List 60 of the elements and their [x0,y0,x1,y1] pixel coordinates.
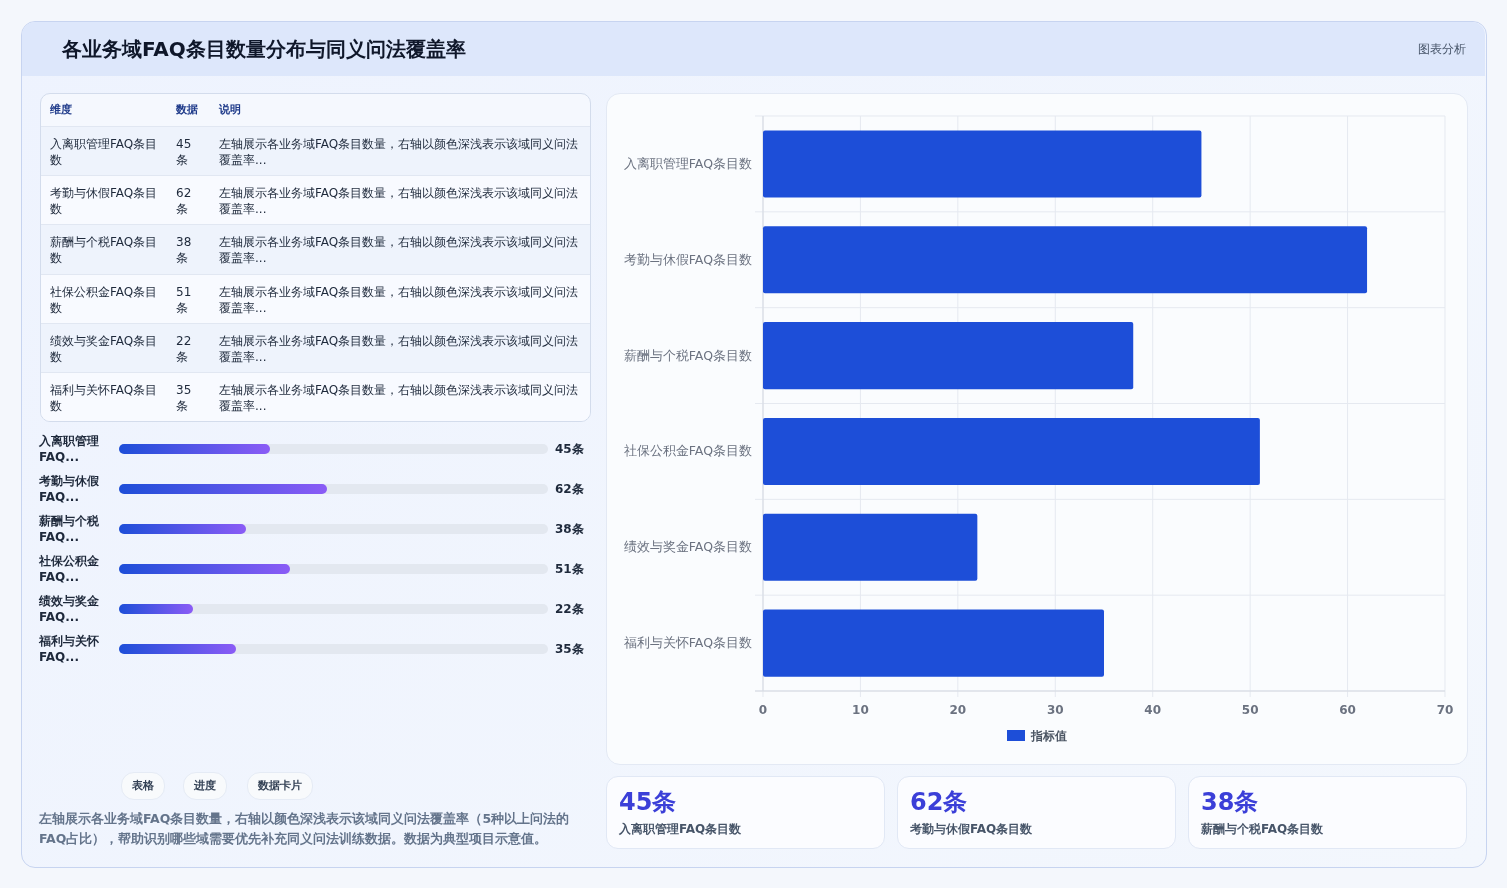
data-label: 22条 [555,601,584,618]
data-label: 51条 [176,283,193,316]
x-tick-label: 0 [758,703,768,717]
bar [763,226,1368,294]
data-label: 38条 [176,234,193,267]
category-label: 考勤与休假FAQ条目数 [910,821,1033,838]
bar [763,130,1202,198]
data-label: 62条 [555,481,584,498]
data-label: 35条 [555,641,584,658]
y-tick-label: 社保公积金FAQ... [39,553,100,585]
y-tick-label: 福利与关怀FAQ... [39,633,100,665]
bar [119,604,193,614]
text: 左轴展示各业务域FAQ条目数量，右轴以颜色深浅表示该域同义问法覆盖率... [219,381,580,414]
data-label: 62条 [910,787,968,818]
x-tick-label: 40 [1144,703,1162,717]
text: 进度 [183,772,227,800]
legend-label: 指标值 [1030,729,1067,743]
text: 数据卡片 [247,772,313,800]
text: 说明 [219,102,241,118]
x-tick-label: 30 [1046,703,1064,717]
text: 左轴展示各业务域FAQ条目数量，右轴以颜色深浅表示该域同义问法覆盖率... [219,283,580,316]
y-tick-label: 入离职管理FAQ条目数 [623,155,752,171]
x-tick-label: 70 [1436,703,1454,717]
text: 维度 [50,102,72,118]
category-label: 薪酬与个税FAQ条目数 [1201,821,1324,838]
data-label: 62条 [176,185,193,218]
text: 表格 [121,772,165,800]
bar [763,609,1104,677]
x-tick-label: 60 [1339,703,1356,717]
text: 左轴展示各业务域FAQ条目数量，右轴以颜色深浅表示该域同义问法覆盖率... [219,185,580,218]
bar [763,322,1134,390]
data-label: 45条 [176,136,193,168]
bar [763,417,1260,485]
x-tick-label: 10 [852,703,869,717]
x-tick-label: 50 [1241,703,1259,717]
data-label: 45条 [619,787,677,818]
text: 图表分析 [1418,41,1466,58]
data-label: 38条 [1201,787,1259,818]
y-tick-label: 绩效与奖金FAQ... [39,593,100,625]
y-tick-label: 考勤与休假FAQ... [39,473,100,505]
bar [763,513,978,581]
data-label: 51条 [555,561,584,578]
y-tick-label: 薪酬与个税FAQ条目数 [623,347,752,363]
data-label: 45条 [555,441,584,458]
text: 各业务域FAQ条目数量分布与同义问法覆盖率 [62,36,466,63]
text: 左轴展示各业务域FAQ条目数量，右轴以颜色深浅表示该域同义问法覆盖率（5种以上问法的FAQ占比），帮助识别哪些域需要优先补充同义问法训练数据。数据为典型项目示意值。 [39,810,571,848]
y-tick-label: 薪酬与个税FAQ... [39,513,100,545]
y-tick-label: 社保公积金FAQ条目数 [623,443,752,459]
x-tick-label: 20 [949,703,967,717]
text: 左轴展示各业务域FAQ条目数量，右轴以颜色深浅表示该域同义问法覆盖率... [219,136,580,168]
data-label: 38条 [555,521,584,538]
text: 左轴展示各业务域FAQ条目数量，右轴以颜色深浅表示该域同义问法覆盖率... [219,234,580,267]
data-label: 22条 [176,332,193,365]
y-tick-label: 考勤与休假FAQ条目数 [623,251,752,267]
data-label: 35条 [176,381,193,414]
y-tick-label: 绩效与奖金FAQ条目数 [623,539,752,555]
text: 数据 [176,102,198,118]
text: 左轴展示各业务域FAQ条目数量，右轴以颜色深浅表示该域同义问法覆盖率... [219,332,580,365]
y-tick-label: 入离职管理FAQ... [39,433,100,465]
y-tick-label: 福利与关怀FAQ条目数 [623,635,752,651]
